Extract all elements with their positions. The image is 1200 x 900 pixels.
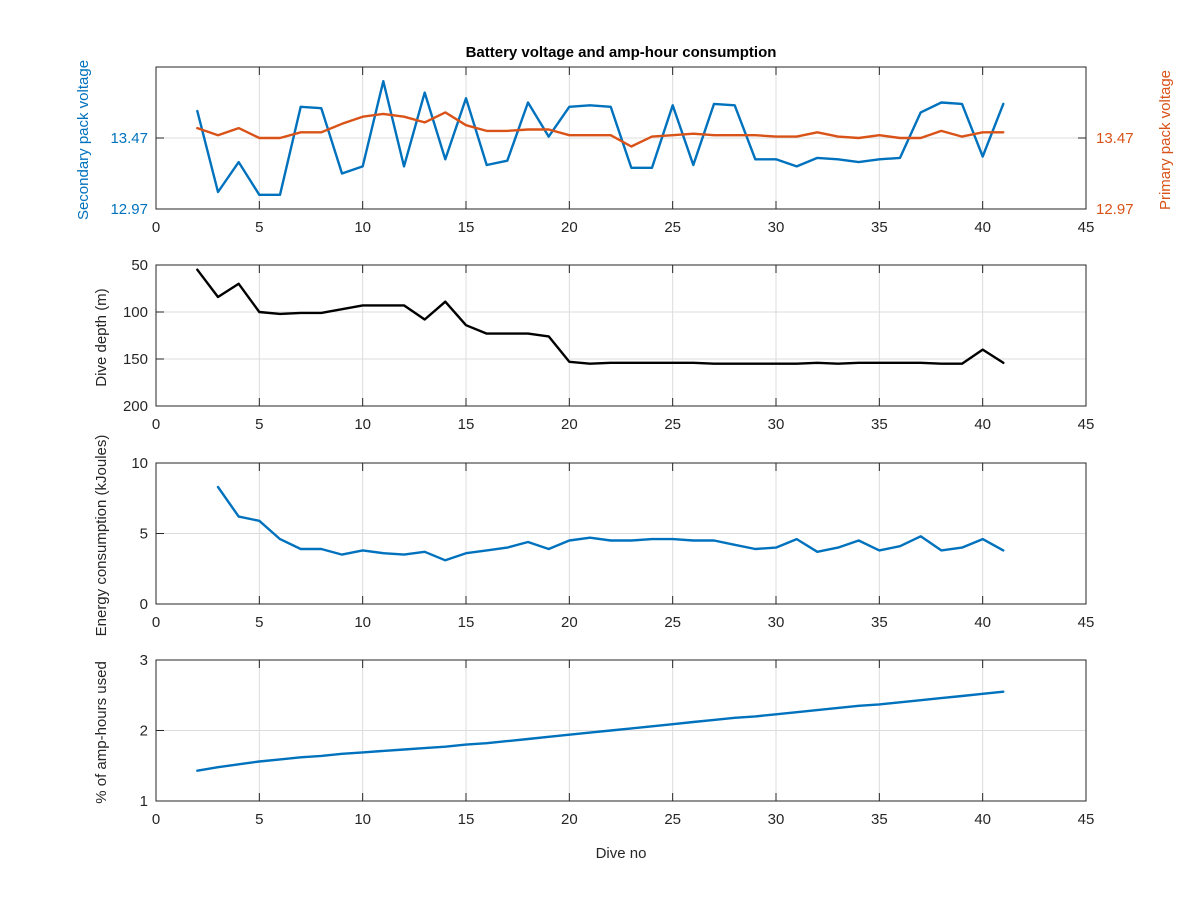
x-tick-label: 0 (152, 811, 160, 828)
x-tick-label: 15 (458, 416, 475, 433)
series-line-1 (196, 268, 1005, 365)
y-tick-label: 5 (140, 526, 148, 543)
x-tick-label: 0 (152, 219, 160, 236)
y-right-tick-label: 13.47 (1096, 130, 1134, 147)
x-tick-label: 35 (871, 614, 888, 631)
x-tick-label: 5 (255, 614, 263, 631)
x-tick-label: 40 (974, 416, 991, 433)
subplot-2: 0 5 10 15 20 25 30 35 40 45 50 100 150 200 Dive depth … (93, 257, 1094, 433)
y-tick-label: 200 (123, 398, 148, 415)
x-axis-label: Dive no (596, 845, 647, 862)
x-tick-label: 25 (664, 219, 681, 236)
x-tick-label: 5 (255, 219, 263, 236)
x-tick-label: 15 (458, 614, 475, 631)
series-line-2 (196, 111, 1005, 148)
x-tick-label: 40 (974, 219, 991, 236)
x-tick-label: 30 (768, 416, 785, 433)
x-tick-label: 20 (561, 416, 578, 433)
x-tick-label: 35 (871, 416, 888, 433)
x-tick-label: 10 (354, 219, 371, 236)
y-tick-label: 13.47 (110, 130, 148, 147)
axes-box (155, 264, 1087, 407)
x-tick-label: 35 (871, 219, 888, 236)
y-right-tick-label: 12.97 (1096, 201, 1134, 218)
x-tick-label: 30 (768, 811, 785, 828)
x-tick-label: 45 (1078, 219, 1095, 236)
x-tick-label: 10 (354, 811, 371, 828)
y-tick-label: 100 (123, 304, 148, 321)
x-tick-label: 40 (974, 614, 991, 631)
x-tick-label: 15 (458, 219, 475, 236)
y-tick-label: 12.97 (110, 201, 148, 218)
x-tick-label: 45 (1078, 614, 1095, 631)
x-tick-label: 20 (561, 614, 578, 631)
y-axis-label: Energy consumption (kJoules) (93, 435, 110, 637)
y-tick-label: 2 (140, 723, 148, 740)
x-tick-label: 40 (974, 811, 991, 828)
x-tick-label: 0 (152, 614, 160, 631)
y-tick-label: 150 (123, 351, 148, 368)
y-tick-label: 3 (140, 652, 148, 669)
y-axis-label: Secondary pack voltage (75, 60, 92, 220)
chart-title: Battery voltage and amp-hour consumption (466, 44, 777, 61)
series-line-1 (196, 690, 1005, 772)
y-tick-label: 0 (140, 596, 148, 613)
y-tick-label: 1 (140, 793, 148, 810)
x-tick-label: 30 (768, 614, 785, 631)
x-tick-label: 45 (1078, 811, 1095, 828)
y-axis-label: Dive depth (m) (93, 288, 110, 386)
x-tick-label: 20 (561, 811, 578, 828)
x-tick-label: 25 (664, 416, 681, 433)
x-tick-label: 45 (1078, 416, 1095, 433)
series-line-1 (196, 79, 1005, 197)
x-tick-label: 25 (664, 811, 681, 828)
subplot-4: 0 5 10 15 20 25 30 35 40 45 1 2 3 % of amp-hours used… (93, 652, 1094, 862)
subplot-3: 0 5 10 15 20 25 30 35 40 45 0 5 10 Energy consumption… (93, 435, 1094, 637)
x-tick-label: 10 (354, 614, 371, 631)
y-axis-label-right: Primary pack voltage (1157, 70, 1174, 210)
series-line-1 (216, 485, 1005, 562)
x-tick-label: 10 (354, 416, 371, 433)
x-tick-label: 5 (255, 811, 263, 828)
y-tick-label: 50 (131, 257, 148, 274)
x-tick-label: 20 (561, 219, 578, 236)
x-tick-label: 25 (664, 614, 681, 631)
y-axis-label: % of amp-hours used (93, 661, 110, 804)
x-tick-label: 0 (152, 416, 160, 433)
x-tick-label: 15 (458, 811, 475, 828)
x-tick-label: 35 (871, 811, 888, 828)
x-tick-label: 30 (768, 219, 785, 236)
x-tick-label: 5 (255, 416, 263, 433)
y-tick-label: 10 (131, 455, 148, 472)
